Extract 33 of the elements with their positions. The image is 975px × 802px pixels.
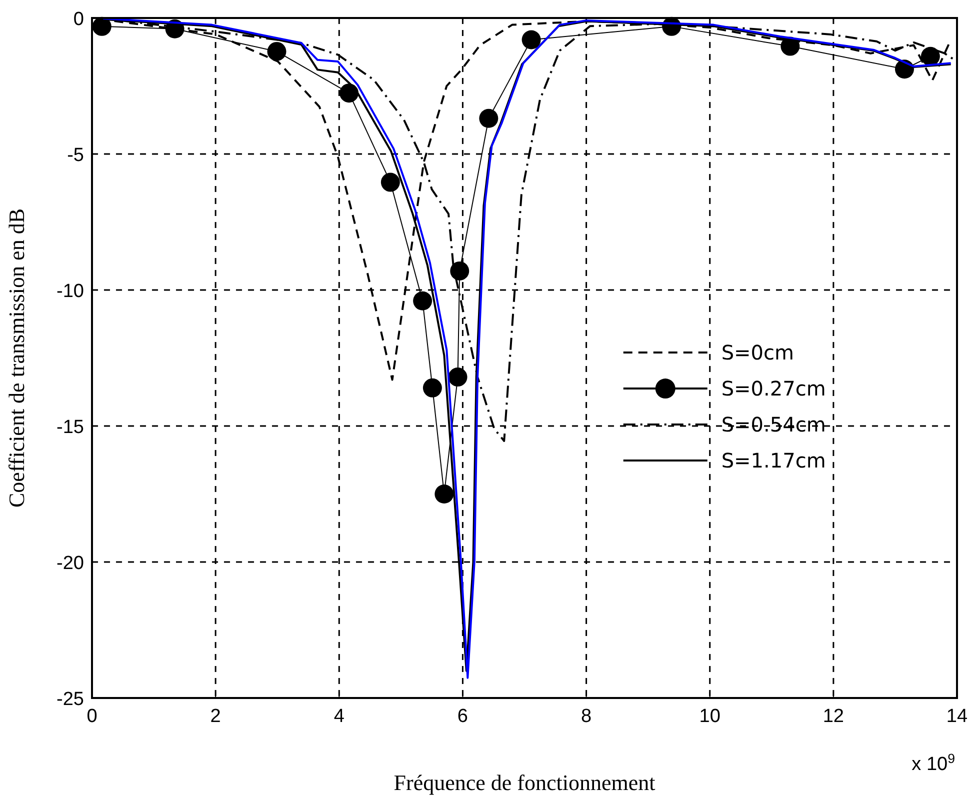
point (380, 172, 400, 192)
point (434, 484, 454, 504)
point (448, 368, 468, 387)
point (522, 30, 541, 50)
x-tick-label: 0 (86, 706, 98, 727)
point (920, 46, 940, 66)
y-tick-label: -5 (67, 145, 84, 166)
x-tick-label: 12 (822, 706, 844, 727)
point (267, 42, 286, 61)
y-tick-label: -10 (56, 281, 84, 302)
x-tick-label: 4 (334, 706, 345, 727)
point (422, 378, 442, 398)
x-tick-label: 8 (580, 706, 592, 727)
x-tick-label: 10 (699, 706, 720, 727)
legend-label: S=0cm (721, 340, 794, 365)
x-tick-label: 6 (457, 706, 468, 727)
legend-label: S=0.27cm (721, 376, 826, 401)
x-axis-title: Fréquence de fonctionnement (394, 770, 656, 795)
point (479, 108, 498, 128)
point (450, 261, 470, 280)
y-axis-title: Coefficient de transmission en dB (4, 208, 29, 508)
point (92, 16, 112, 36)
y-tick-label: -20 (56, 553, 84, 574)
point (413, 291, 432, 310)
point (340, 84, 359, 103)
x-tick-label: 2 (210, 706, 221, 727)
y-tick-label: -15 (56, 417, 84, 438)
legend-label: S=1.17cm (721, 448, 826, 473)
x-tick-label: 14 (946, 706, 968, 727)
legend-label: S=0.54cm (721, 412, 826, 437)
text: x 10$^{9}$ (912, 750, 955, 775)
y-tick-label: -25 (56, 689, 84, 710)
y-tick-label: 0 (73, 9, 84, 30)
